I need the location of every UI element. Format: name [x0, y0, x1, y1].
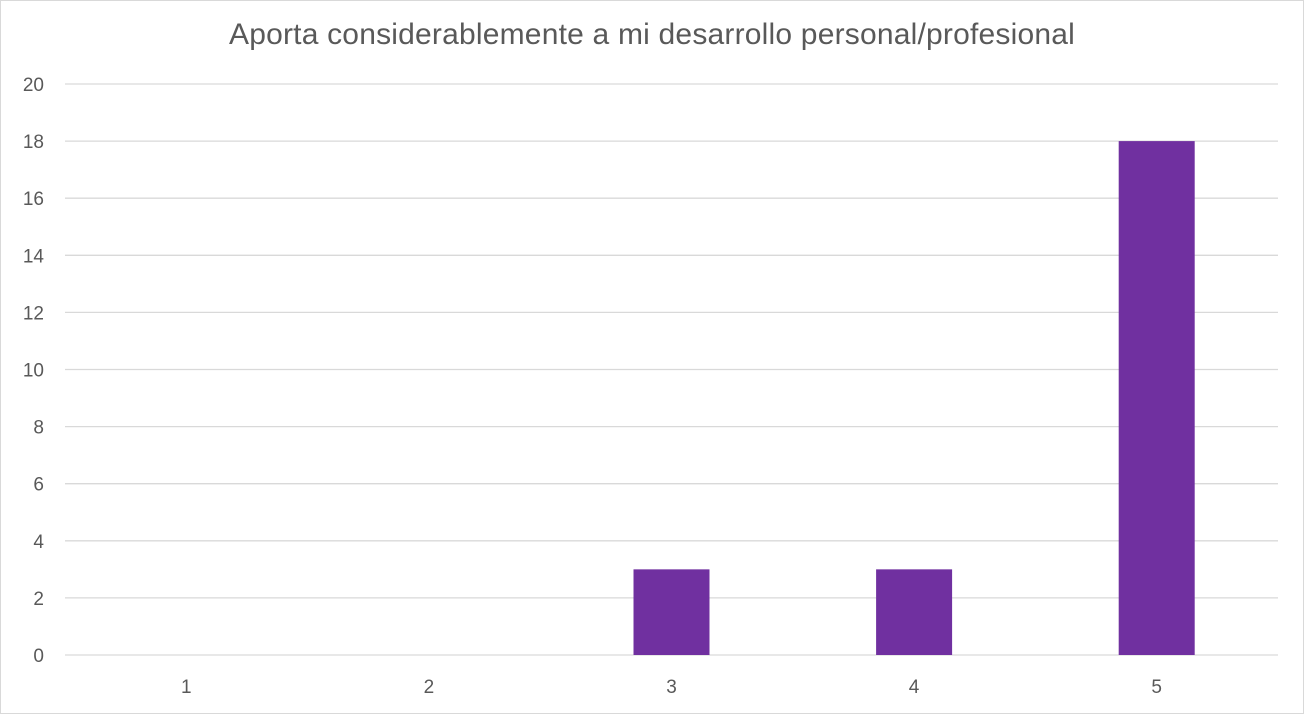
bars: [633, 141, 1195, 656]
y-tick-label: 18: [23, 132, 44, 153]
bar-3: [633, 569, 710, 655]
y-tick-label: 16: [23, 189, 44, 210]
chart-title: Aporta considerablemente a mi desarrollo…: [228, 18, 1075, 51]
y-tick-label: 4: [33, 532, 44, 553]
y-tick-label: 20: [23, 75, 44, 96]
y-tick-label: 2: [33, 589, 44, 610]
x-tick-label: 4: [909, 677, 920, 698]
bar-4: [876, 569, 953, 655]
y-tick-label: 12: [23, 303, 44, 324]
y-tick-label: 0: [33, 646, 44, 667]
y-tick-label: 14: [23, 246, 45, 267]
y-tick-label: 8: [33, 418, 44, 439]
gridlines: [65, 83, 1278, 656]
x-tick-label: 1: [181, 677, 192, 698]
x-tick-label: 5: [1151, 677, 1162, 698]
x-tick-label: 2: [424, 677, 435, 698]
bar-5: [1118, 141, 1195, 656]
x-tick-label: 3: [666, 677, 677, 698]
y-tick-label: 10: [23, 361, 44, 382]
y-tick-label: 6: [33, 475, 44, 496]
